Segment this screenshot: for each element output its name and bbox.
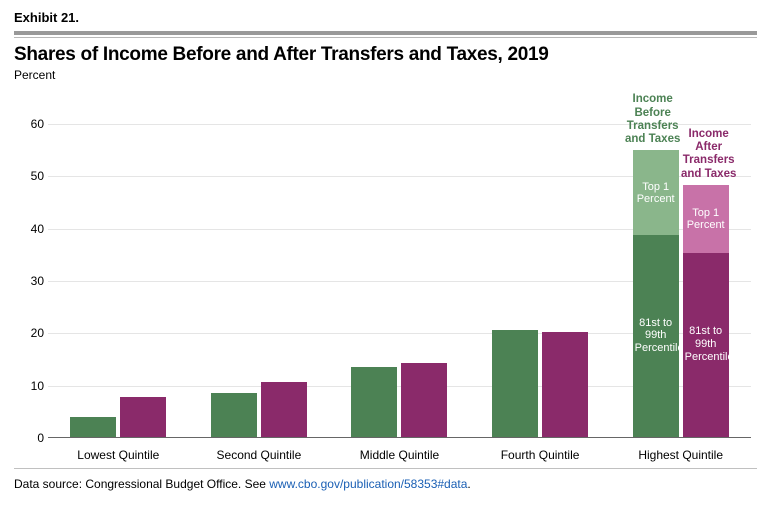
bar-group <box>189 98 330 438</box>
bar: Top 1 Percent 81st to 99th Percentiles <box>633 150 679 438</box>
y-tick-label: 40 <box>20 222 44 236</box>
plot-area: Top 1 Percent81st to 99th PercentilesTop… <box>48 98 751 438</box>
series-header-after: Income After Transfers and Taxes <box>681 128 737 181</box>
x-axis-line <box>48 437 751 438</box>
x-axis-label: Lowest Quintile <box>48 448 189 462</box>
bar <box>70 417 116 438</box>
bar <box>492 330 538 438</box>
bar <box>261 382 307 438</box>
series-header-before: Income Before Transfers and Taxes <box>625 93 681 146</box>
x-axis-label: Highest Quintile <box>610 448 751 462</box>
divider-thin <box>14 37 757 38</box>
bar <box>401 363 447 438</box>
y-tick-label: 10 <box>20 379 44 393</box>
bar-segment-main <box>401 363 447 438</box>
bar-group <box>470 98 611 438</box>
bar-group: Top 1 Percent81st to 99th PercentilesTop… <box>610 98 751 438</box>
segment-label-top: Top 1 Percent <box>683 207 729 232</box>
y-tick-label: 20 <box>20 326 44 340</box>
y-axis-unit: Percent <box>14 68 757 82</box>
exhibit-label: Exhibit 21. <box>14 10 757 25</box>
segment-label-main: 81st to 99th Percentiles <box>633 317 679 355</box>
divider-thick <box>14 31 757 35</box>
bar-segment-main <box>261 382 307 438</box>
bar <box>211 393 257 438</box>
segment-label-top: Top 1 Percent <box>633 181 679 206</box>
x-axis-label: Middle Quintile <box>329 448 470 462</box>
bar-segment-main <box>211 393 257 438</box>
bar-segment-main <box>70 417 116 438</box>
bar-group <box>329 98 470 438</box>
bar-group <box>48 98 189 438</box>
segment-label-main: 81st to 99th Percentiles <box>683 325 729 363</box>
bar <box>542 332 588 438</box>
divider-footer <box>14 468 757 469</box>
bar-segment-main <box>542 332 588 438</box>
bar <box>120 397 166 438</box>
x-axis-label: Fourth Quintile <box>470 448 611 462</box>
bar <box>351 367 397 438</box>
y-tick-label: 30 <box>20 274 44 288</box>
chart-title: Shares of Income Before and After Transf… <box>14 44 757 66</box>
bar-segment-main <box>120 397 166 438</box>
chart: 0 10 20 30 40 50 60 Top 1 Percent 81st to 99th … <box>20 98 757 468</box>
source-link[interactable]: www.cbo.gov/publication/58353#data <box>269 477 467 491</box>
x-axis-label: Second Quintile <box>189 448 330 462</box>
source-prefix: Data source: Congressional Budget Office… <box>14 477 269 491</box>
source-suffix: . <box>467 477 470 491</box>
y-tick-label: 0 <box>20 431 44 445</box>
bar-segment-main <box>492 330 538 438</box>
data-source: Data source: Congressional Budget Office… <box>14 477 757 491</box>
bar: Top 1 Percent 81st to 99th Percentiles <box>683 185 729 438</box>
bar-segment-main <box>351 367 397 438</box>
y-tick-label: 50 <box>20 169 44 183</box>
y-tick-label: 60 <box>20 117 44 131</box>
